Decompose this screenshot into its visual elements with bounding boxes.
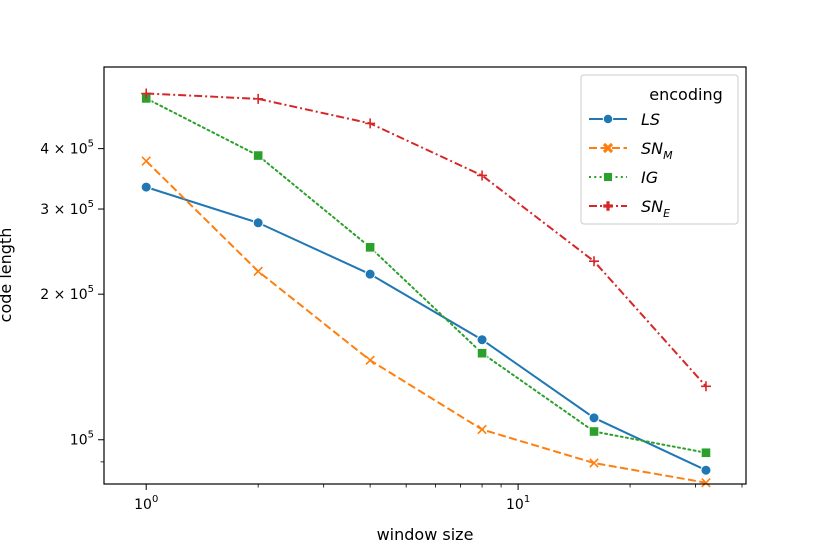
legend-label: LS <box>641 110 660 129</box>
legend: encoding LS SNM IG SNE <box>580 74 739 225</box>
data-point <box>589 256 600 267</box>
data-point <box>365 118 376 129</box>
data-point <box>252 150 264 161</box>
data-point <box>700 464 712 476</box>
data-point <box>700 447 712 459</box>
legend-frame <box>580 74 739 225</box>
y-tick-label: 105 <box>70 430 94 449</box>
series-line <box>146 92 707 387</box>
x-axis: 100 101 <box>134 484 743 513</box>
legend-item: LS <box>589 110 660 129</box>
legend-item: SNM <box>589 139 673 162</box>
legend-marker <box>602 171 614 183</box>
legend-title: encoding <box>649 85 722 104</box>
y-tick-label: 3 × 105 <box>40 199 94 218</box>
x-tick-label: 101 <box>506 494 530 513</box>
legend-marker <box>602 142 614 154</box>
data-point <box>476 334 488 346</box>
data-point <box>252 217 264 229</box>
data-point <box>476 347 488 359</box>
data-point <box>588 412 600 424</box>
series-sn-e <box>141 88 711 392</box>
series-line <box>145 186 707 472</box>
series-ls <box>140 181 712 476</box>
data-point <box>588 426 600 437</box>
y-axis: 105 2 × 105 3 × 105 4 × 105 <box>40 139 104 463</box>
data-point <box>701 477 711 488</box>
data-point <box>700 381 711 392</box>
data-point <box>477 170 488 181</box>
data-point <box>477 424 487 435</box>
series-line <box>145 97 707 454</box>
data-point <box>364 242 376 253</box>
data-point <box>141 88 152 99</box>
axes-frame <box>103 66 747 485</box>
series-line <box>145 160 707 484</box>
legend-item: IG <box>589 168 658 187</box>
legend-label: IG <box>641 168 658 187</box>
x-axis-label: window size <box>377 525 474 544</box>
data-point <box>140 181 152 193</box>
x-tick-label: 100 <box>134 494 158 513</box>
data-point <box>364 268 376 280</box>
data-point <box>253 93 264 104</box>
y-tick-label: 4 × 105 <box>40 139 94 158</box>
plot-area <box>140 88 712 488</box>
data-point <box>141 156 151 166</box>
data-point <box>365 355 375 366</box>
legend-item: SNE <box>589 197 670 220</box>
series-sn-m <box>141 156 711 488</box>
legend-marker <box>603 201 613 211</box>
y-axis-label: code length <box>0 228 15 323</box>
data-point <box>589 458 599 468</box>
y-tick-label: 2 × 105 <box>40 284 94 303</box>
legend-marker <box>602 113 614 125</box>
legend-label: SNM <box>641 139 673 162</box>
data-point <box>253 266 263 277</box>
legend-label: SNE <box>641 197 670 220</box>
